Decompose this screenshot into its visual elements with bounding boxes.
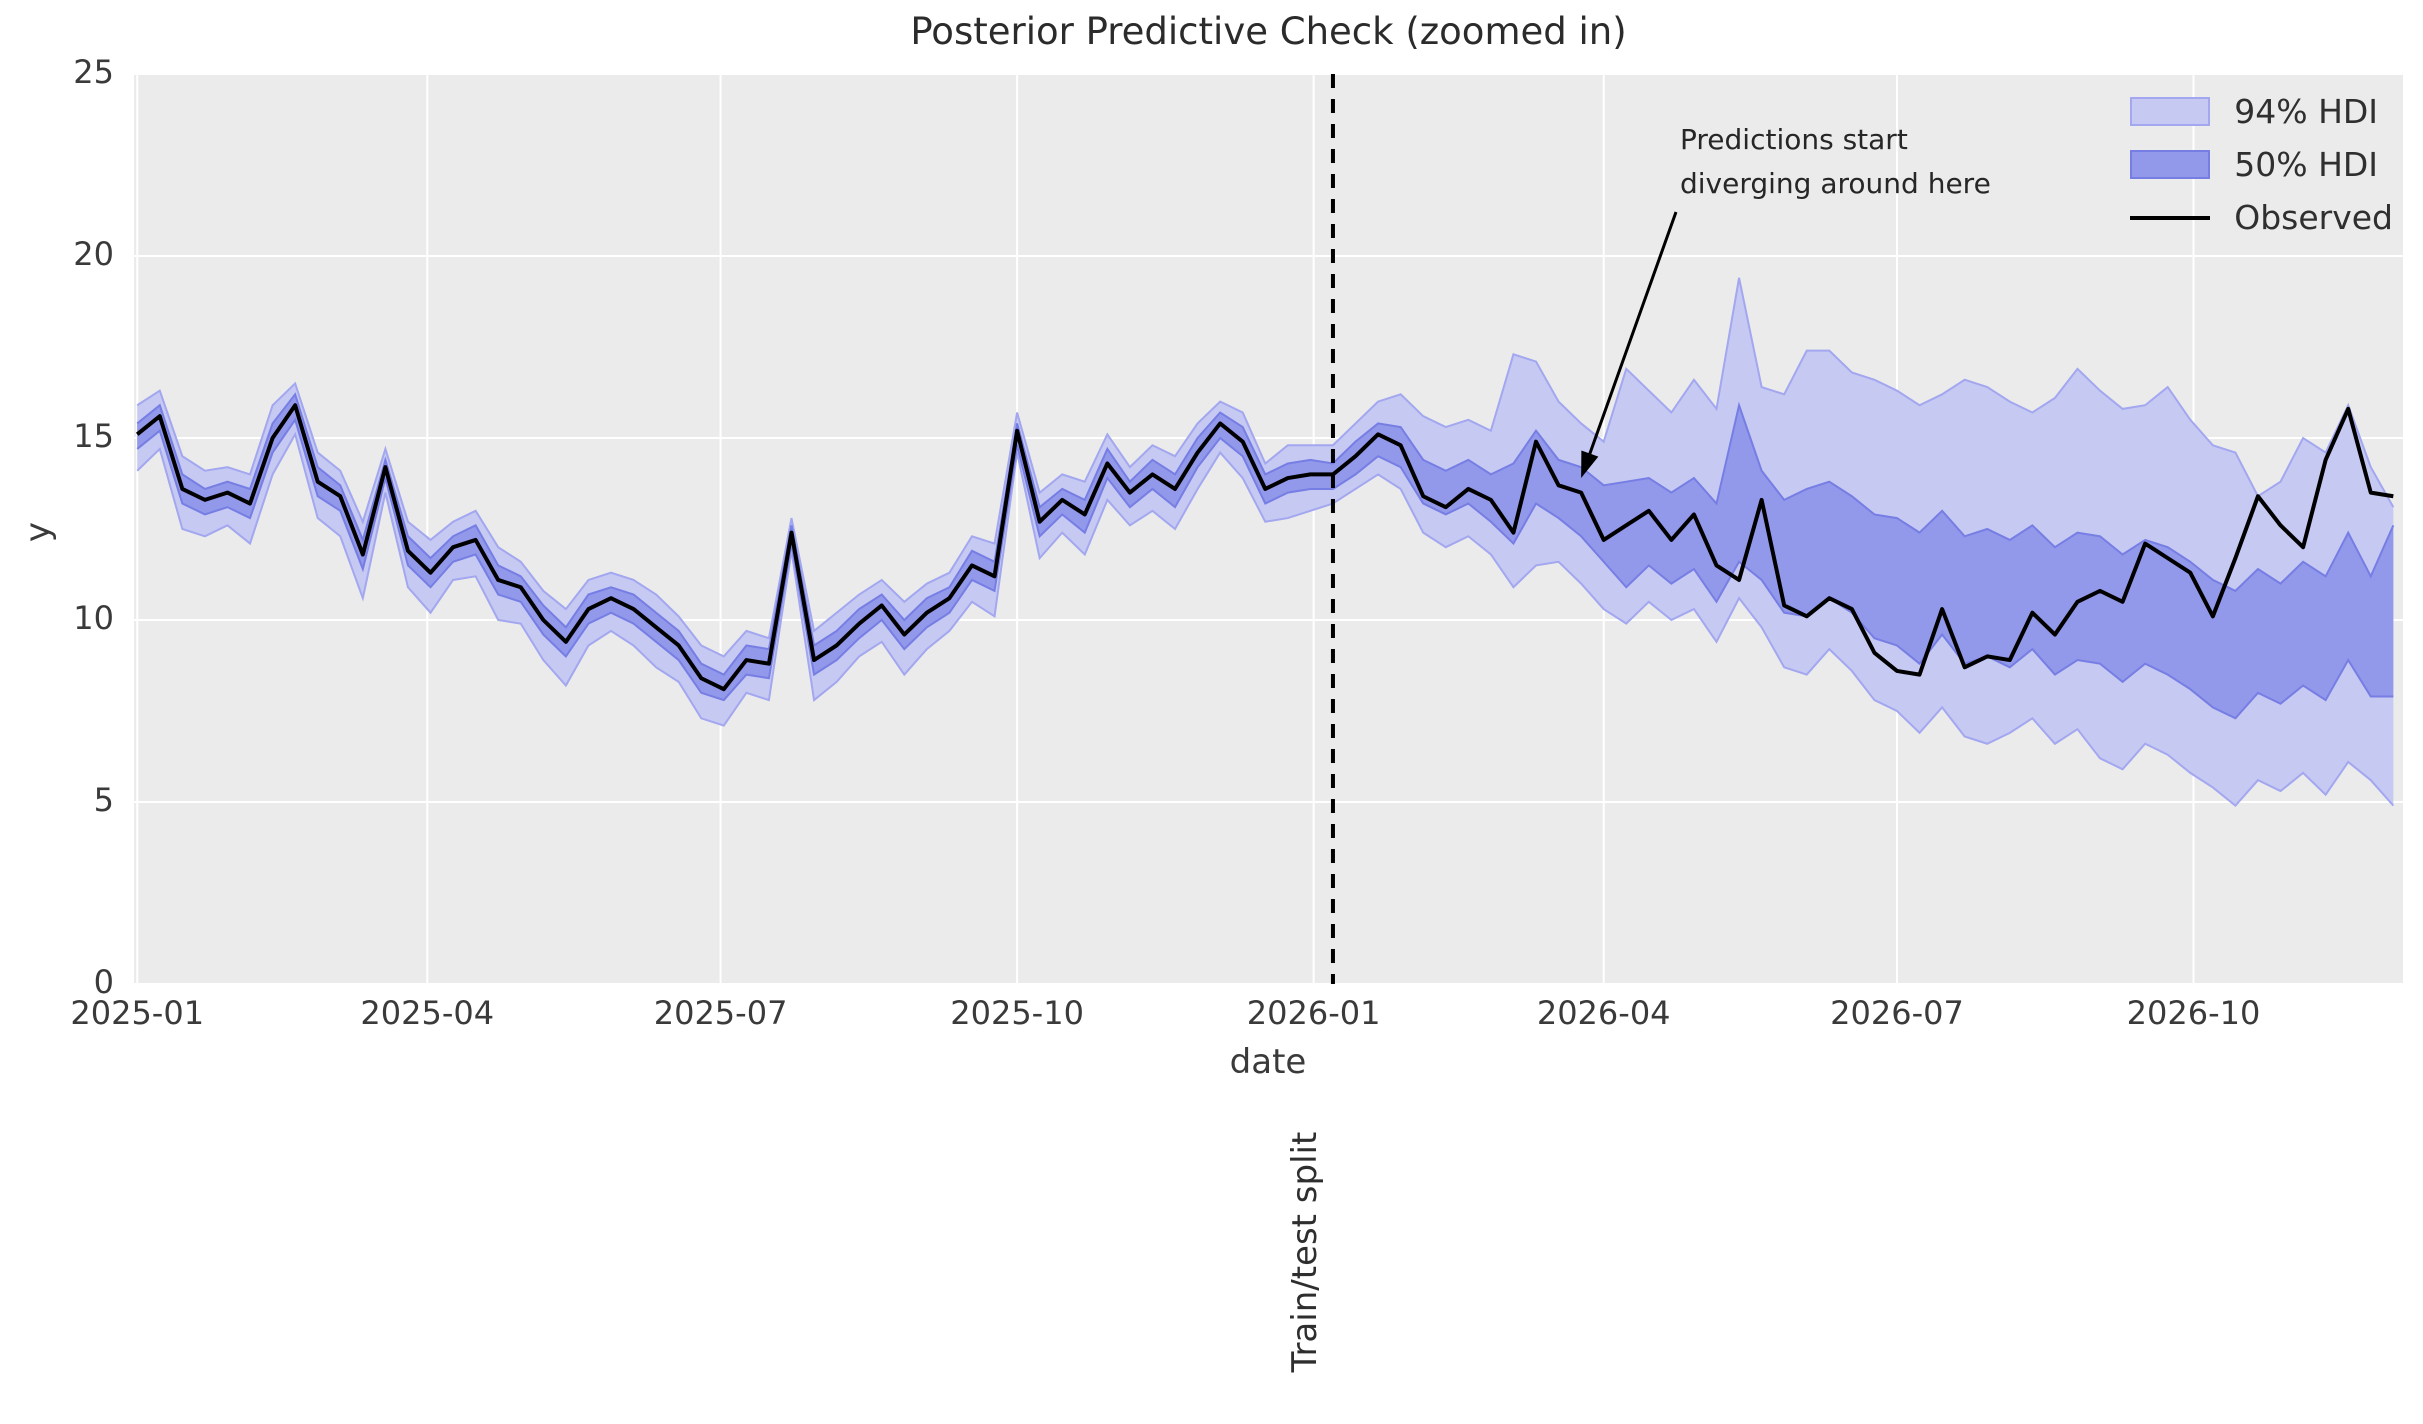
legend-item-50-hdi: 50% HDI: [2130, 145, 2393, 184]
chart-title: Posterior Predictive Check (zoomed in): [910, 10, 1627, 53]
legend: 94% HDI 50% HDI Observed: [2130, 92, 2393, 237]
y-tick-label: 10: [73, 599, 114, 637]
annotation-arrow-shaft: [1587, 211, 1678, 458]
y-axis-label: y: [18, 521, 58, 543]
hdi50-band: [137, 394, 2394, 719]
train-test-split-label: Train/test split: [1285, 1131, 1325, 1373]
legend-label: 50% HDI: [2234, 145, 2379, 184]
y-tick-label: 25: [73, 53, 114, 91]
x-tick-label: 2025-04: [360, 994, 495, 1032]
x-tick-label: 2026-01: [1246, 994, 1381, 1032]
annotation-line-1: Predictions start: [1680, 123, 1908, 156]
hdi50-lower-edge: [136, 417, 2394, 720]
y-tick-label: 5: [93, 781, 114, 819]
x-axis-label: date: [1229, 1042, 1307, 1082]
legend-label: 94% HDI: [2234, 92, 2379, 131]
y-tick-label: 20: [73, 235, 114, 273]
y-tick-label: 0: [93, 963, 114, 1001]
x-tick-label: 2025-10: [950, 994, 1084, 1032]
annotation-arrow-head: [1581, 450, 1599, 479]
y-tick-label: 15: [73, 417, 114, 455]
hdi94-upper-edge: [136, 277, 2395, 658]
x-tick-label: 2026-07: [1830, 994, 1964, 1032]
x-tick-label: 2025-01: [70, 994, 205, 1032]
annotation-line-2: diverging around here: [1680, 167, 1991, 200]
observed-line: [135, 403, 2394, 692]
hdi50-upper-edge: [136, 392, 2395, 676]
legend-item-observed: Observed: [2130, 198, 2393, 237]
legend-label: Observed: [2234, 198, 2393, 237]
hdi94-lower-edge: [136, 431, 2395, 808]
diverging-annotation: Predictions start diverging around here: [1680, 118, 1991, 206]
hdi50-swatch-icon: [2130, 150, 2211, 179]
x-tick-label: 2026-10: [2126, 994, 2261, 1032]
hdi94-swatch-icon: [2130, 97, 2211, 126]
legend-item-94-hdi: 94% HDI: [2130, 92, 2393, 131]
x-tick-label: 2026-04: [1536, 994, 1671, 1032]
observed-line-swatch-icon: [2130, 215, 2211, 220]
x-tick-label: 2025-07: [653, 994, 788, 1032]
